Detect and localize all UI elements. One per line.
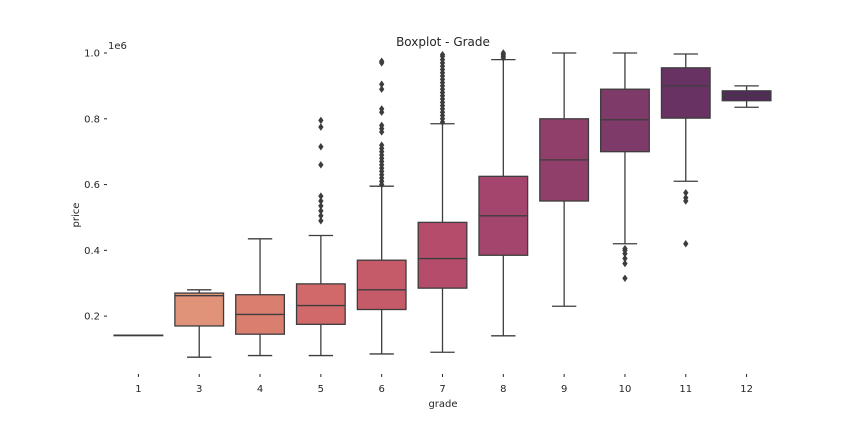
outlier-point (500, 49, 506, 57)
y-tick-label: 0.4 (84, 246, 100, 257)
boxes-group (113, 49, 772, 358)
outlier-point (622, 274, 628, 282)
x-tick-label: 7 (439, 384, 445, 395)
y-axis-ticks: 0.2 0.4 0.6 0.8 1.0 (84, 49, 107, 323)
x-tick-label: 4 (257, 384, 263, 395)
outlier-point (683, 193, 689, 202)
outlier-point (318, 123, 324, 131)
outlier-point (683, 189, 689, 197)
outlier-point (379, 121, 385, 130)
x-tick-label: 5 (318, 384, 324, 395)
outlier-point (318, 116, 324, 125)
box-grade-10 (599, 52, 650, 282)
iqr-box (295, 283, 346, 325)
outlier-point (318, 197, 324, 205)
outlier-point (318, 212, 324, 220)
y-tick-label: 0.6 (84, 180, 100, 191)
iqr-box (599, 88, 650, 153)
y-offset-label: 1e6 (108, 41, 127, 52)
outlier-point (439, 50, 446, 59)
chart-title: Boxplot - Grade (396, 35, 490, 49)
y-tick-label: 0.8 (84, 114, 100, 125)
x-tick-label: 11 (679, 384, 692, 395)
box-grade-7 (417, 50, 468, 353)
x-axis-label: grade (428, 399, 457, 410)
x-tick-label: 1 (135, 384, 141, 395)
box-grade-12 (721, 85, 772, 108)
outlier-point (318, 202, 324, 210)
y-axis-label: price (71, 203, 82, 228)
outlier-point (379, 57, 385, 65)
iqr-box (356, 259, 407, 311)
outlier-point (318, 207, 324, 215)
x-tick-label: 6 (378, 384, 384, 395)
outlier-point (379, 105, 385, 113)
box-grade-11 (660, 53, 711, 248)
y-tick-label: 0.2 (84, 312, 100, 323)
outlier-point (318, 143, 324, 151)
x-tick-label: 3 (196, 384, 202, 395)
outlier-point (683, 240, 689, 248)
iqr-box (417, 221, 468, 289)
box-grade-1 (113, 334, 164, 337)
outlier-point (622, 259, 628, 268)
outlier-point (622, 254, 628, 263)
box-grade-4 (235, 238, 286, 357)
x-tick-label: 10 (619, 384, 632, 395)
x-axis-ticks: 1 3 4 5 6 7 8 9 10 11 12 (135, 374, 753, 395)
x-tick-label: 8 (500, 384, 506, 395)
outlier-point (622, 244, 628, 253)
outlier-point (379, 141, 385, 149)
outlier-point (379, 80, 385, 88)
outlier-point (318, 217, 324, 225)
iqr-box (660, 67, 711, 119)
y-tick-label: 1.0 (84, 49, 100, 60)
outlier-point (318, 161, 324, 169)
x-tick-label: 9 (561, 384, 567, 395)
outlier-point (318, 192, 324, 200)
outlier-point (379, 85, 385, 93)
box-grade-9 (539, 52, 590, 307)
box-grade-5 (295, 116, 346, 357)
x-tick-label: 12 (740, 384, 753, 395)
box-grade-6 (356, 57, 407, 355)
iqr-box (174, 292, 225, 327)
box-grade-3 (174, 289, 225, 358)
box-grade-8 (478, 49, 529, 337)
